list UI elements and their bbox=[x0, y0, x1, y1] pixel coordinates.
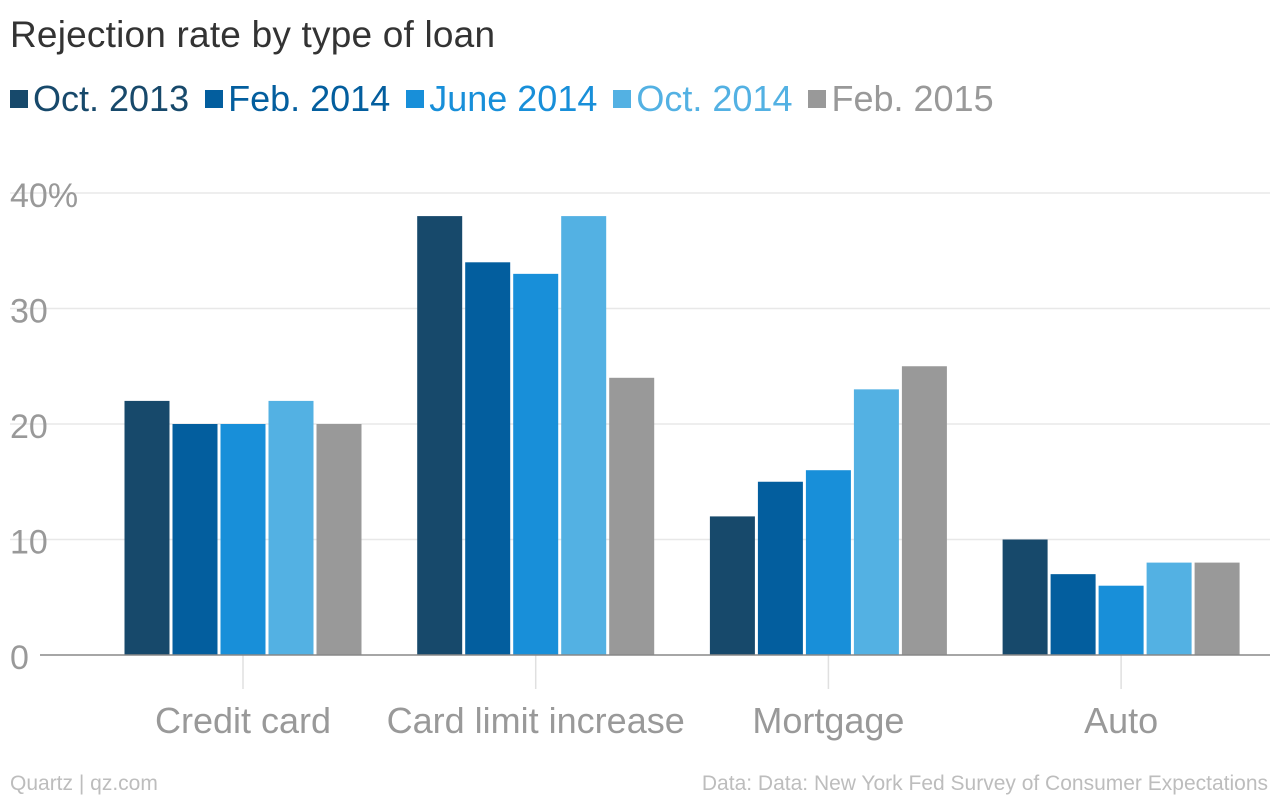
legend-item: Feb. 2014 bbox=[205, 78, 390, 120]
x-tick-label: Mortgage bbox=[752, 700, 904, 741]
bar bbox=[268, 400, 314, 655]
x-tick-label: Credit card bbox=[155, 700, 331, 741]
legend-swatch bbox=[205, 90, 224, 108]
bar bbox=[561, 216, 607, 655]
bar bbox=[853, 389, 899, 655]
bar bbox=[316, 424, 362, 655]
legend-label: June 2014 bbox=[429, 78, 598, 119]
y-tick-label: 30 bbox=[10, 293, 48, 331]
bar bbox=[124, 400, 170, 655]
bar bbox=[901, 366, 947, 655]
bar bbox=[1050, 574, 1096, 655]
footer-source: Data: Data: New York Fed Survey of Consu… bbox=[701, 772, 1268, 795]
legend-swatch bbox=[613, 90, 632, 108]
bar bbox=[465, 262, 511, 655]
bar bbox=[1194, 562, 1240, 655]
x-tick-label: Auto bbox=[1084, 700, 1158, 741]
legend-item: Feb. 2015 bbox=[808, 78, 994, 120]
legend-label: Oct. 2013 bbox=[33, 78, 190, 119]
legend-swatch bbox=[406, 90, 425, 108]
bar bbox=[417, 216, 463, 655]
chart-legend: Oct. 2013 Feb. 2014 June 2014 Oct. 2014 Feb.… bbox=[10, 76, 1010, 122]
bar bbox=[709, 516, 755, 655]
legend-label: Feb. 2014 bbox=[228, 78, 391, 119]
footer-credit: Quartz | qz.com bbox=[10, 772, 158, 795]
bar bbox=[609, 377, 655, 655]
bar bbox=[1098, 585, 1144, 655]
bar bbox=[220, 424, 266, 655]
bar bbox=[172, 424, 218, 655]
legend-label: Oct. 2014 bbox=[636, 78, 793, 119]
legend-item: Oct. 2014 bbox=[613, 78, 792, 120]
bar bbox=[1146, 562, 1192, 655]
bar bbox=[805, 470, 851, 655]
bar bbox=[513, 273, 559, 655]
chart-title: Rejection rate by type of loan bbox=[10, 14, 496, 55]
legend-item: Oct. 2013 bbox=[10, 78, 189, 120]
legend-swatch bbox=[10, 90, 28, 108]
y-tick-label: 20 bbox=[10, 408, 48, 446]
x-tick-label: Card limit increase bbox=[387, 700, 685, 741]
y-tick-label: 40% bbox=[10, 177, 78, 215]
legend-swatch bbox=[808, 90, 827, 108]
bar-chart: 0 10 20 30 40% Credit card Card limit increase… bbox=[10, 177, 1270, 741]
bar bbox=[1002, 539, 1048, 655]
legend-item: June 2014 bbox=[406, 78, 597, 120]
legend-label: Feb. 2015 bbox=[831, 78, 994, 119]
y-tick-label: 10 bbox=[10, 524, 48, 562]
y-tick-label: 0 bbox=[10, 639, 29, 677]
bar bbox=[757, 481, 803, 655]
